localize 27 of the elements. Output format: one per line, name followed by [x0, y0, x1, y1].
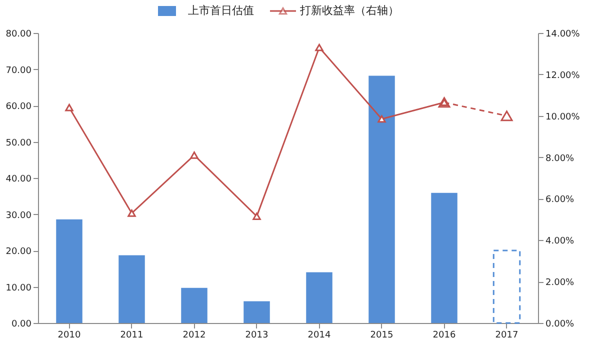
y2-tick-label: 8.00% — [546, 154, 575, 164]
y-tick-label: 40.00 — [6, 174, 32, 184]
y-tick-label: 70.00 — [6, 66, 32, 76]
y-tick-label: 80.00 — [6, 30, 32, 40]
y2-tick-label: 2.00% — [546, 278, 575, 288]
y2-tick-label: 10.00% — [546, 112, 580, 122]
y-tick-label: 50.00 — [6, 138, 32, 148]
x-tick-label: 2015 — [370, 330, 394, 340]
y2-tick-label: 0.00% — [546, 320, 575, 330]
y-tick-label: 10.00 — [6, 283, 32, 294]
x-tick-label: 2014 — [308, 330, 331, 340]
x-tick-label: 2012 — [182, 330, 206, 340]
legend-label: 打新收益率（右轴） — [299, 4, 399, 17]
y-tick-label: 20.00 — [6, 247, 32, 257]
legend-label: 上市首日估值 — [188, 4, 254, 17]
x-tick-label: 2017 — [495, 330, 518, 340]
y-tick-label: 30.00 — [6, 210, 32, 221]
y2-tick-label: 14.00% — [546, 30, 580, 40]
y-tick-label: 0.00 — [11, 320, 32, 330]
x-tick-label: 2011 — [120, 330, 144, 340]
y2-tick-label: 12.00% — [546, 70, 580, 81]
x-tick-label: 2016 — [432, 330, 456, 340]
x-tick-label: 2010 — [58, 330, 81, 340]
y-tick-label: 60.00 — [6, 102, 32, 112]
x-tick-label: 2013 — [245, 330, 268, 340]
y2-tick-label: 4.00% — [546, 236, 575, 247]
y2-tick-label: 6.00% — [546, 195, 575, 206]
